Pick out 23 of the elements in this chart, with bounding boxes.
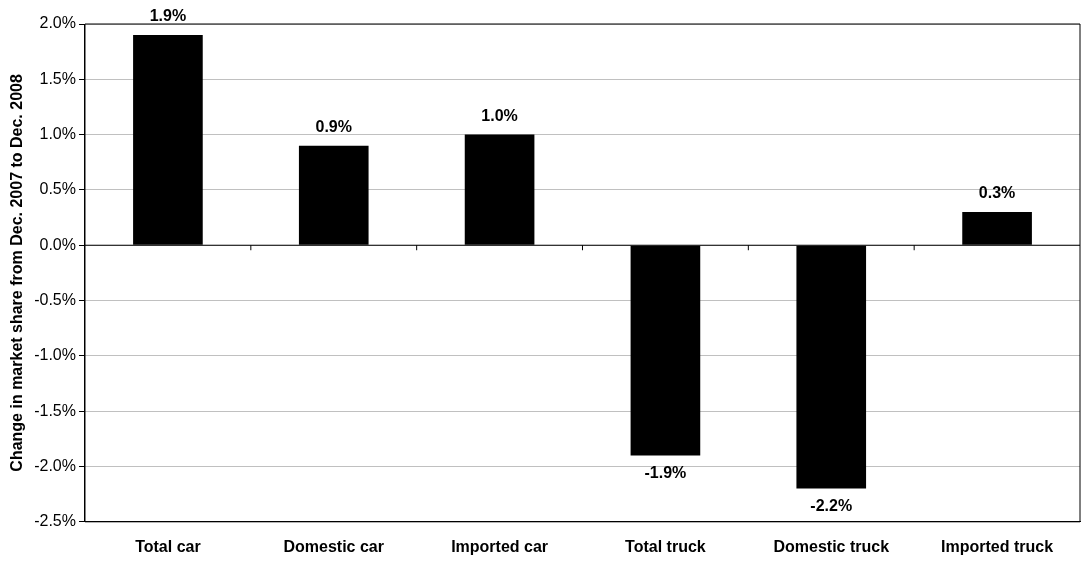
y-tick-label: 0.0%	[39, 235, 76, 253]
x-tick-label: Total truck	[625, 537, 706, 555]
y-tick-label: 2.0%	[39, 14, 76, 32]
y-tick-label: -2.5%	[34, 512, 76, 530]
data-label: 1.0%	[481, 107, 518, 125]
y-tick-label: -1.0%	[34, 346, 76, 364]
y-tick-label: -1.5%	[34, 401, 76, 419]
y-tick-label: 1.5%	[39, 69, 76, 87]
x-tick-label: Domestic car	[283, 537, 384, 555]
data-label: 0.3%	[978, 184, 1016, 202]
x-tick-label: Imported truck	[941, 537, 1054, 555]
x-tick-label: Domestic truck	[773, 537, 890, 555]
y-tick-label: 1.0%	[39, 125, 76, 143]
y-axis-title: Change in market share from Dec. 2007 to Dec. 2008	[8, 74, 26, 472]
y-tick-label: -0.5%	[34, 290, 76, 308]
data-label: 1.9%	[149, 7, 187, 25]
data-label: 0.9%	[315, 118, 352, 136]
data-label: -1.9%	[644, 463, 687, 481]
y-tick-label: 0.5%	[39, 180, 76, 198]
x-tick-label: Total car	[135, 537, 201, 555]
x-tick-label: Imported car	[451, 537, 549, 555]
y-tick-label: -2.0%	[34, 456, 76, 474]
data-label: -2.2%	[810, 497, 853, 515]
